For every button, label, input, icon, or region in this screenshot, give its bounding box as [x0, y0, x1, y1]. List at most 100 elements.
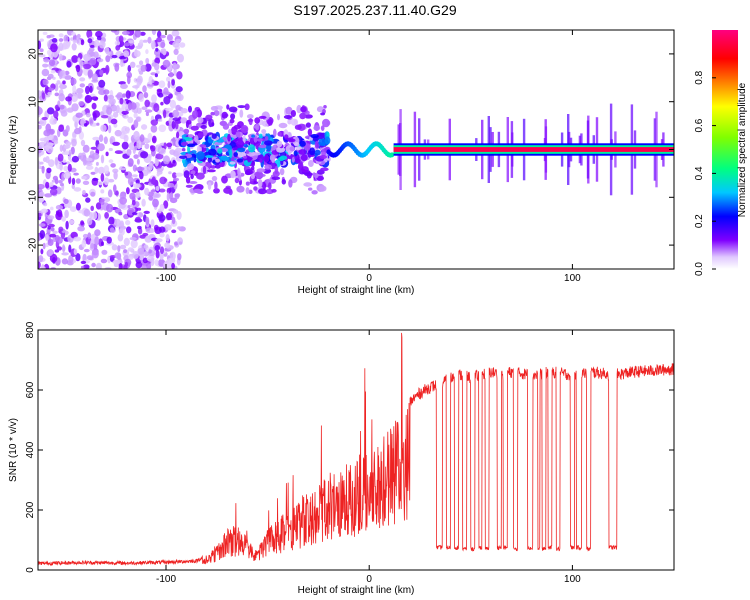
onset-blob [320, 112, 326, 116]
noise-blob [96, 122, 100, 126]
noise-blob [38, 124, 42, 130]
onset-blob [305, 122, 311, 128]
noise-blob [45, 146, 49, 152]
noise-blob [71, 155, 79, 163]
onset-blob [299, 112, 306, 120]
noise-blob [38, 106, 43, 115]
onset-blob [250, 174, 255, 180]
onset-blob [257, 179, 263, 188]
noise-blob [47, 215, 55, 220]
noise-blob [118, 211, 123, 216]
onset-blob [211, 133, 217, 139]
colorbar-tick-label: 0.2 [694, 214, 705, 228]
noise-blob [135, 116, 141, 122]
noise-blob [114, 129, 122, 137]
noise-blob [107, 178, 115, 183]
onset-blob [276, 146, 286, 153]
noise-blob [73, 172, 79, 176]
noise-blob [150, 257, 155, 267]
onset-blob [187, 145, 191, 154]
noise-blob [176, 71, 183, 80]
onset-blob [277, 113, 280, 121]
noise-blob [68, 219, 75, 225]
snr-plot-area [38, 330, 674, 570]
noise-blob [117, 245, 121, 253]
onset-blob [318, 185, 327, 192]
noise-blob [82, 180, 90, 185]
noise-blob [111, 54, 118, 59]
noise-blob [47, 91, 52, 96]
noise-blob [80, 265, 85, 269]
noise-blob [142, 257, 148, 264]
onset-blob [269, 154, 276, 161]
spectrogram-ylabel: Frequency (Hz) [8, 116, 19, 185]
onset-blob [281, 179, 286, 185]
onset-blob [323, 105, 327, 109]
noise-blob [38, 261, 41, 269]
noise-blob [58, 33, 64, 38]
noise-blob [133, 50, 141, 58]
onset-blob [304, 114, 313, 119]
noise-blob [47, 107, 55, 115]
noise-blob [59, 162, 63, 171]
noise-blob [149, 228, 155, 234]
noise-blob [123, 134, 129, 143]
noise-blob [160, 101, 164, 106]
noise-blob [176, 157, 183, 162]
noise-blob [135, 167, 143, 171]
onset-blob [196, 139, 201, 145]
noise-blob [59, 183, 64, 187]
onset-blob [307, 128, 313, 137]
noise-blob [91, 249, 99, 259]
noise-blob [127, 75, 131, 85]
y-tick-label: -20 [28, 237, 39, 252]
onset-blob [259, 158, 263, 163]
transition-blob [389, 152, 395, 158]
noise-blob [121, 30, 130, 36]
noise-blob [38, 223, 46, 227]
noise-blob [70, 146, 75, 155]
noise-blob [98, 134, 104, 142]
noise-blob [83, 248, 90, 253]
noise-blob [144, 109, 153, 113]
noise-blob [101, 241, 104, 246]
onset-blob [237, 167, 241, 176]
noise-blob [94, 229, 101, 237]
onset-blob [205, 114, 213, 120]
noise-blob [64, 209, 69, 219]
noise-blob [130, 239, 138, 249]
noise-blob [77, 226, 85, 232]
noise-blob [118, 263, 123, 269]
noise-blob [58, 124, 65, 132]
onset-blob [319, 155, 328, 159]
y-tick-label: -10 [28, 190, 39, 205]
noise-blob [114, 150, 123, 155]
noise-blob [156, 88, 163, 93]
noise-blob [50, 115, 54, 122]
y-tick-label: 400 [25, 441, 36, 458]
noise-blob [50, 43, 58, 53]
onset-blob [210, 111, 215, 116]
onset-blob [214, 181, 218, 191]
onset-blob [248, 189, 253, 194]
noise-blob [62, 159, 67, 163]
noise-blob [144, 187, 150, 196]
onset-blob [179, 155, 188, 159]
noise-blob [83, 63, 91, 70]
noise-blob [87, 217, 93, 226]
noise-blob [172, 109, 180, 118]
noise-blob [54, 92, 60, 97]
noise-blob [85, 162, 93, 167]
noise-blob [49, 233, 57, 238]
onset-blob [276, 140, 283, 148]
noise-blob [167, 257, 176, 264]
noise-blob [85, 197, 91, 203]
onset-blob [239, 109, 244, 118]
onset-blob [230, 113, 236, 120]
noise-blob [135, 179, 140, 185]
noise-blob [54, 83, 59, 92]
noise-blob [147, 83, 155, 87]
noise-blob [100, 199, 105, 206]
noise-blob [70, 77, 77, 86]
